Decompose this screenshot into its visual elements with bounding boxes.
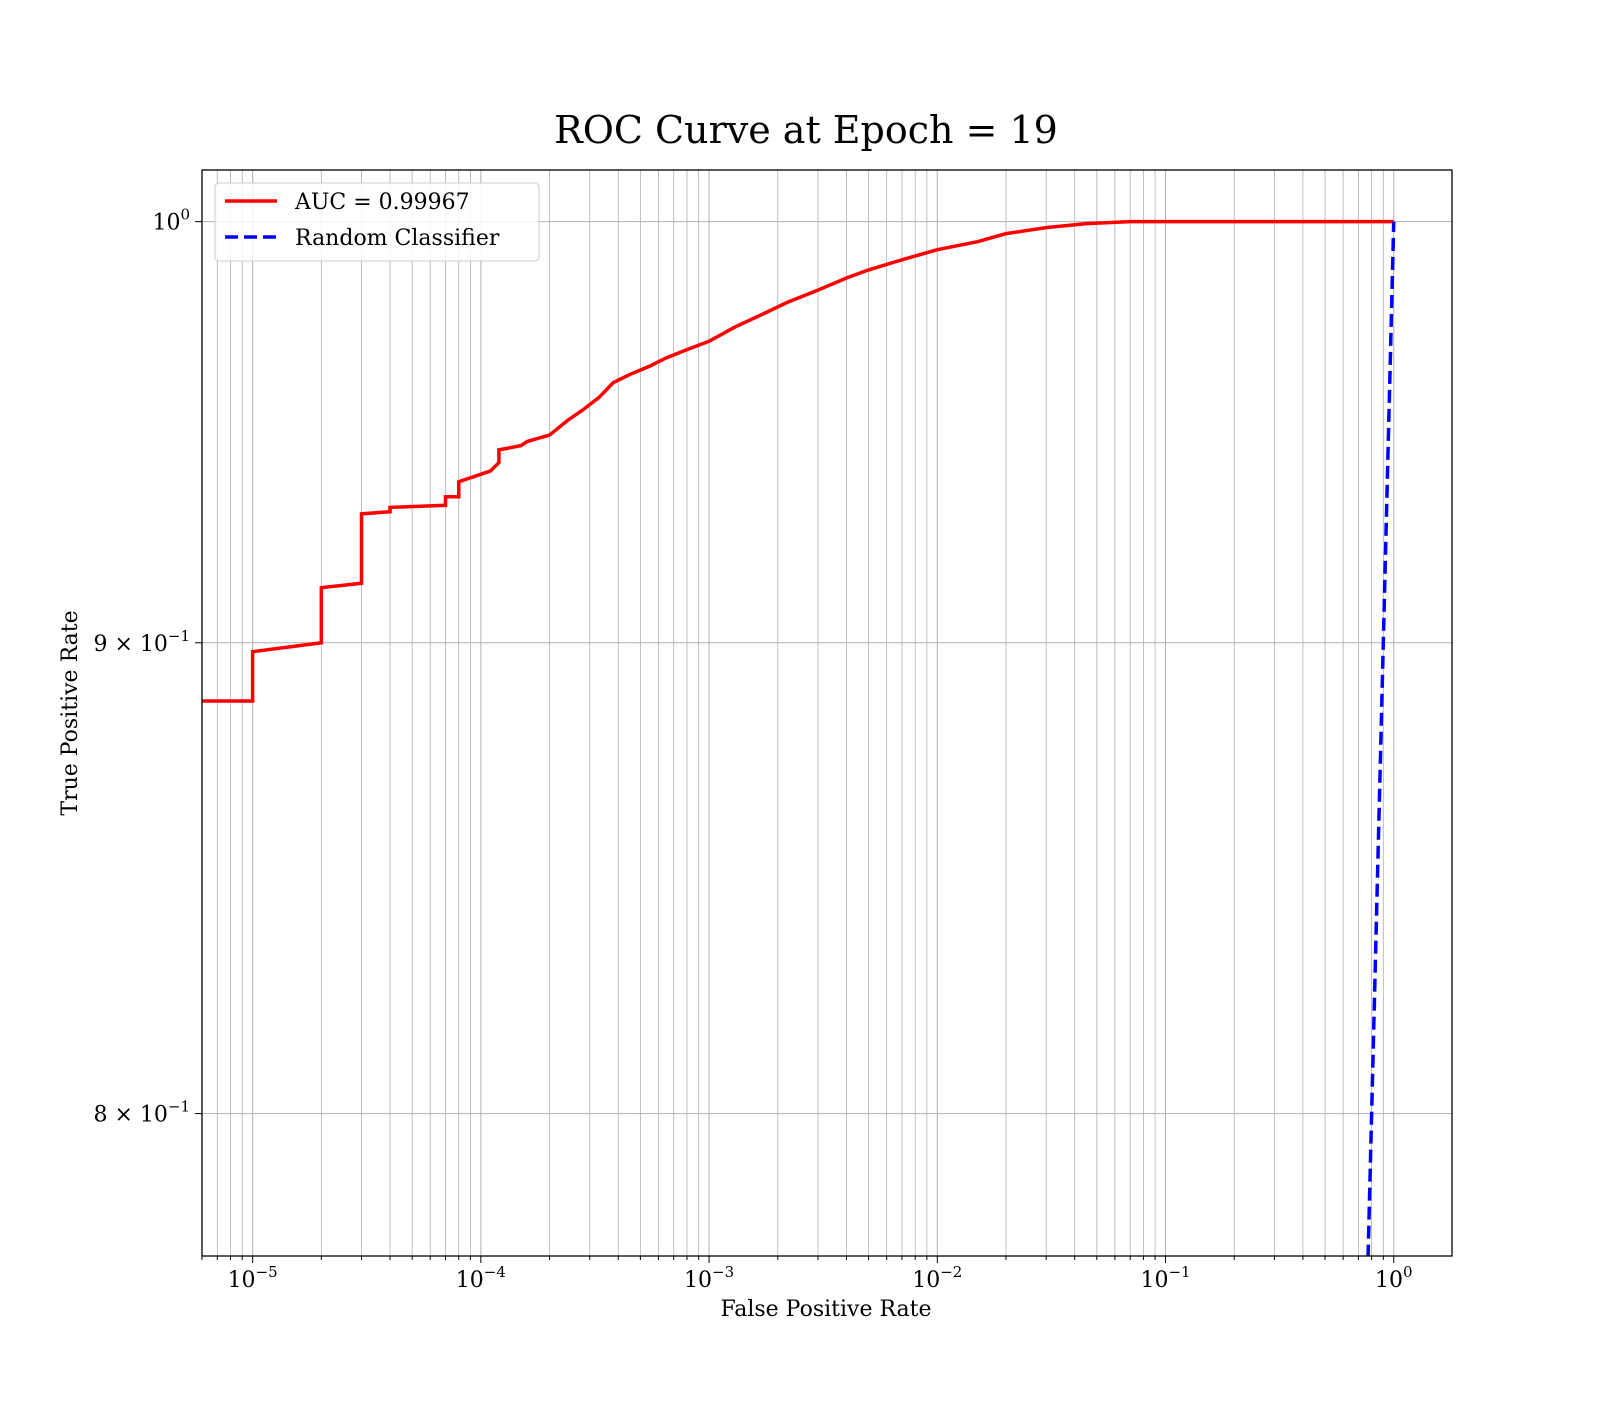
plot-frame [201,169,1453,1257]
x-tick-label: 10−2 [912,1263,962,1293]
y-tick-label: 9 × 10−1 [93,627,190,657]
x-tick-label: 10−1 [1140,1263,1190,1293]
roc-curve-line [202,219,1394,703]
x-tick-label: 100 [1375,1263,1413,1293]
x-tick-label: 10−4 [456,1263,506,1293]
tick-layer: 10−5 10−4 10−3 10−2 10−1 100 100 9 × 10−1 8 × 10… [93,206,1412,1293]
x-axis-label: False Positive Rate [720,1297,931,1322]
grid [201,170,1452,1256]
legend-label-random: Random Classifier [295,226,500,251]
x-tick-label: 10−3 [684,1263,734,1293]
x-tick-label: 10−5 [228,1263,278,1293]
series-layer [202,219,1396,1256]
y-tick-label: 8 × 10−1 [93,1098,190,1128]
legend: AUC = 0.99967 Random Classifier [214,182,540,262]
legend-label-auc: AUC = 0.99967 [294,190,470,215]
y-axis-label: True Positive Rate [58,610,83,815]
legend-box [214,182,540,262]
chart-title: ROC Curve at Epoch = 19 [554,108,1058,152]
y-tick-label: 100 [152,206,190,236]
random-classifier-line [1366,221,1396,1256]
